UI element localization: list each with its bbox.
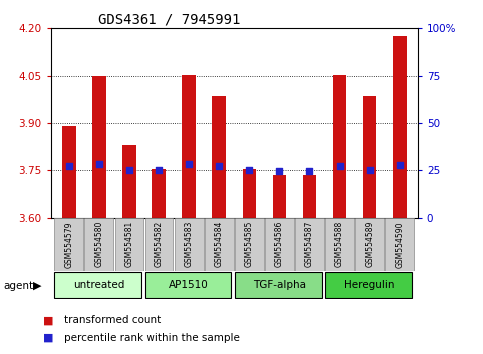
Point: [215, 163, 223, 169]
Point: [336, 163, 343, 169]
Text: transformed count: transformed count: [64, 315, 161, 325]
Bar: [325, 218, 354, 271]
Bar: [235, 272, 322, 298]
Bar: [144, 218, 173, 271]
Text: GSM554580: GSM554580: [94, 221, 103, 268]
Bar: [175, 218, 203, 271]
Text: GSM554584: GSM554584: [215, 221, 224, 268]
Text: GSM554590: GSM554590: [395, 221, 404, 268]
Text: GSM554579: GSM554579: [64, 221, 73, 268]
Bar: [62, 126, 75, 218]
Text: GSM554586: GSM554586: [275, 221, 284, 268]
Bar: [325, 272, 412, 298]
Text: GSM554585: GSM554585: [245, 221, 254, 268]
Text: GSM554581: GSM554581: [125, 221, 133, 267]
Bar: [54, 272, 141, 298]
Point: [95, 161, 103, 167]
Text: ■: ■: [43, 315, 54, 325]
Bar: [265, 218, 294, 271]
Point: [245, 167, 253, 172]
Bar: [122, 145, 136, 218]
Bar: [205, 218, 234, 271]
Bar: [393, 36, 407, 218]
Point: [155, 167, 163, 173]
Text: GSM554588: GSM554588: [335, 221, 344, 267]
Bar: [235, 218, 264, 271]
Text: GDS4361 / 7945991: GDS4361 / 7945991: [98, 12, 240, 27]
Bar: [333, 75, 346, 218]
Text: untreated: untreated: [73, 280, 125, 290]
Bar: [183, 75, 196, 218]
Bar: [114, 218, 143, 271]
Bar: [385, 218, 414, 271]
Text: agent: agent: [4, 281, 34, 291]
Point: [366, 167, 373, 172]
Text: GSM554589: GSM554589: [365, 221, 374, 268]
Bar: [272, 175, 286, 218]
Text: TGF-alpha: TGF-alpha: [253, 280, 306, 290]
Bar: [144, 272, 231, 298]
Text: GSM554582: GSM554582: [155, 221, 164, 267]
Bar: [363, 96, 376, 218]
Bar: [303, 175, 316, 218]
Text: ■: ■: [43, 333, 54, 343]
Bar: [355, 218, 384, 271]
Bar: [295, 218, 324, 271]
Bar: [152, 169, 166, 218]
Point: [65, 163, 72, 169]
Point: [185, 161, 193, 167]
Point: [275, 168, 283, 174]
Text: GSM554587: GSM554587: [305, 221, 314, 268]
Point: [125, 167, 133, 173]
Text: GSM554583: GSM554583: [185, 221, 194, 268]
Point: [306, 168, 313, 174]
Text: Heregulin: Heregulin: [344, 280, 395, 290]
Text: ▶: ▶: [33, 281, 42, 291]
Bar: [213, 96, 226, 218]
Bar: [54, 218, 83, 271]
Text: AP1510: AP1510: [169, 280, 209, 290]
Text: percentile rank within the sample: percentile rank within the sample: [64, 333, 240, 343]
Bar: [85, 218, 114, 271]
Point: [396, 162, 404, 167]
Bar: [92, 76, 106, 218]
Bar: [242, 169, 256, 218]
